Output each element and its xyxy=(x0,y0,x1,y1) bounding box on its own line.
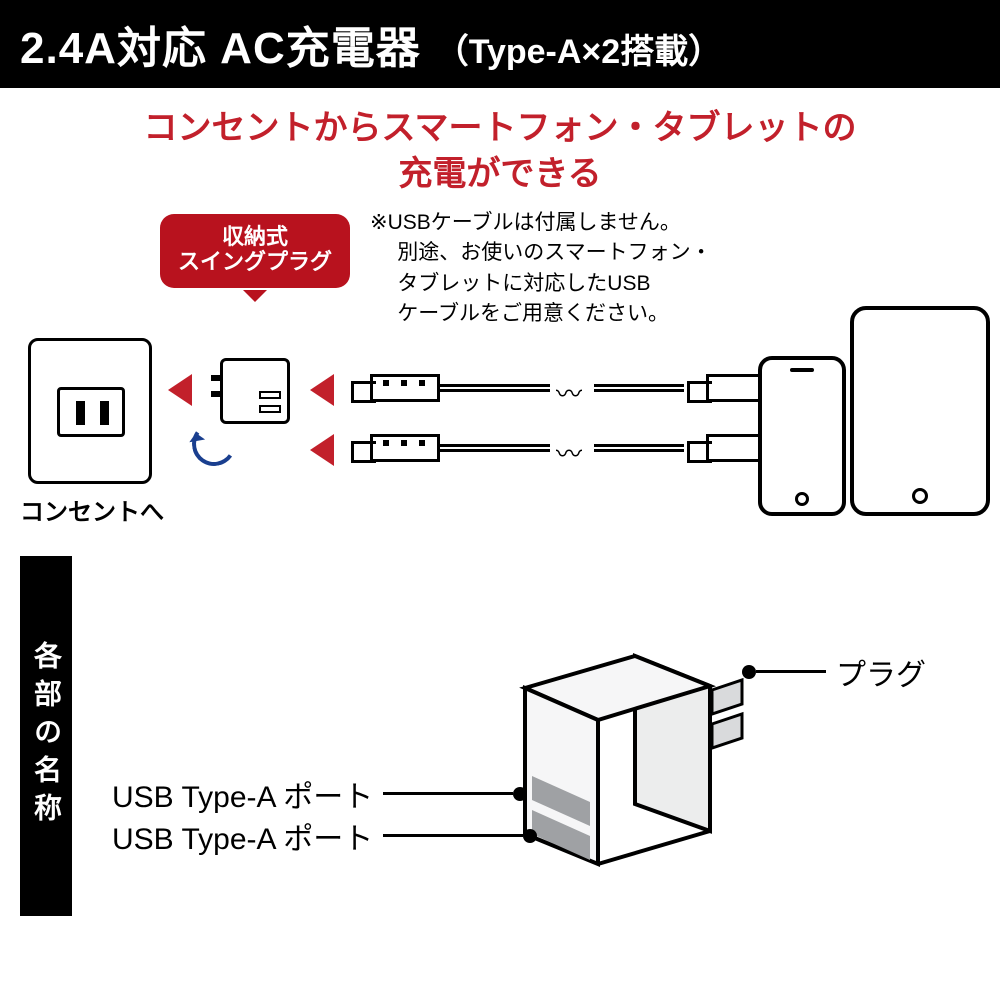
arrow-icon xyxy=(168,374,192,406)
lead-text: コンセントからスマートフォン・タブレットの充電ができる xyxy=(0,106,1000,198)
wall-outlet-icon xyxy=(28,338,152,484)
parts-name-section: 各部の名称 プラグ USB Type-A ポート U xyxy=(0,546,1000,966)
tablet-icon xyxy=(850,306,990,516)
note-l3: タブレットに対応したUSB xyxy=(397,269,930,299)
callout-port1-label: USB Type-A ポート xyxy=(112,772,373,816)
callout-port2-label: USB Type-A ポート xyxy=(112,814,373,858)
usb-cable-icon: 〰 xyxy=(370,426,750,470)
header-bar: 2.4A対応 AC充電器 （Type-A×2搭載） xyxy=(0,0,1000,88)
callout-plug: プラグ xyxy=(742,650,926,694)
callout-plug-label: プラグ xyxy=(836,650,926,694)
arrow-icon xyxy=(310,434,334,466)
charger-mini-icon xyxy=(220,358,290,424)
usb-cable-icon: 〰 xyxy=(370,366,750,410)
callout-port1: USB Type-A ポート xyxy=(112,772,527,816)
connection-diagram: 収納式 スイングプラグ ※USBケーブルは付属しません。 別途、お使いのスマート… xyxy=(10,206,990,546)
badge-line2: スイングプラグ xyxy=(178,249,332,274)
header-title-sub: （Type-A×2搭載） xyxy=(435,24,722,73)
header-title-main: 2.4A対応 AC充電器 xyxy=(20,12,421,76)
note-l1: ※USBケーブルは付属しません。 xyxy=(370,208,930,238)
section-label-vertical: 各部の名称 xyxy=(20,556,72,916)
outlet-label: コンセントへ xyxy=(20,492,164,527)
note-l2: 別途、お使いのスマートフォン・ xyxy=(397,238,930,268)
callout-port2: USB Type-A ポート xyxy=(112,814,537,858)
smartphone-icon xyxy=(758,356,846,516)
cable-note: ※USBケーブルは付属しません。 別途、お使いのスマートフォン・ タブレットに対… xyxy=(370,208,930,330)
arrow-icon xyxy=(310,374,334,406)
badge-line1: 収納式 xyxy=(222,224,288,249)
swing-arrow-icon xyxy=(189,418,240,469)
swing-plug-badge: 収納式 スイングプラグ xyxy=(160,214,350,289)
